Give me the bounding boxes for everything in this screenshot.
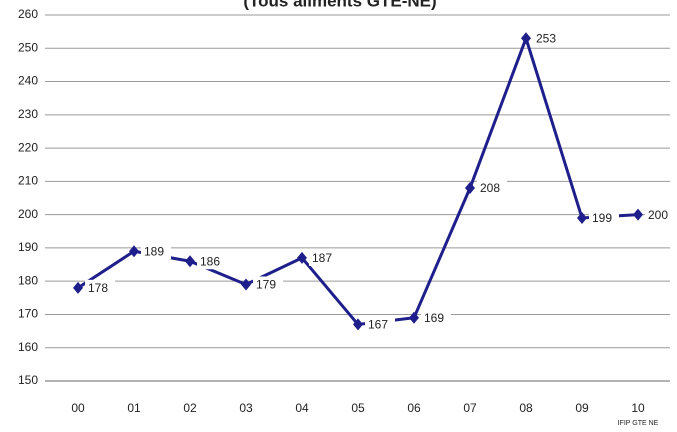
y-tick-label: 160 [18,340,38,354]
data-label: 179 [256,278,276,292]
data-point [577,211,587,224]
y-tick-label: 190 [18,240,38,254]
label-background [589,209,619,226]
chart-title: (Tous aliments GTE-NE) [243,0,436,10]
label-background [85,279,115,296]
label-background [477,180,507,197]
data-point [409,311,419,324]
data-label: 199 [592,211,612,225]
data-label: 187 [312,251,332,265]
data-label: 186 [200,254,220,268]
x-tick-label: 00 [71,401,85,415]
label-background [197,253,227,270]
data-point [185,255,195,268]
x-tick-label: 01 [127,401,141,415]
data-label: 253 [536,31,556,45]
data-label: 200 [648,208,668,222]
label-background [533,30,563,47]
y-tick-label: 200 [18,207,38,221]
x-tick-label: 04 [295,401,309,415]
x-tick-label: 08 [519,401,533,415]
data-point [73,281,83,294]
data-label: 189 [144,244,164,258]
y-tick-label: 240 [18,74,38,88]
label-background [645,206,675,223]
data-label: 167 [368,318,388,332]
data-point [521,32,531,45]
data-label: 169 [424,311,444,325]
x-tick-label: 10 [631,401,645,415]
y-tick-label: 170 [18,307,38,321]
label-background [309,249,339,266]
data-point [297,251,307,264]
source: IFIP GTE NE [618,420,659,427]
data-point [353,318,363,331]
x-tick-label: 03 [239,401,253,415]
data-point [129,245,139,258]
x-tick-label: 02 [183,401,197,415]
y-tick-label: 230 [18,107,38,121]
data-label: 178 [88,281,108,295]
x-tick-label: 09 [575,401,589,415]
data-point [465,182,475,195]
y-tick-label: 210 [18,174,38,188]
data-point [633,208,643,221]
data-point [241,278,251,291]
x-tick-label: 07 [463,401,477,415]
label-background [253,276,283,293]
x-tick-label: 06 [407,401,421,415]
y-tick-label: 150 [18,373,38,387]
x-tick-label: 05 [351,401,365,415]
y-tick-label: 260 [18,7,38,21]
y-tick-label: 220 [18,140,38,154]
y-tick-label: 250 [18,40,38,54]
label-background [365,316,395,333]
label-background [141,243,171,260]
data-label: 208 [480,181,500,195]
label-background [421,309,451,326]
y-tick-label: 180 [18,273,38,287]
